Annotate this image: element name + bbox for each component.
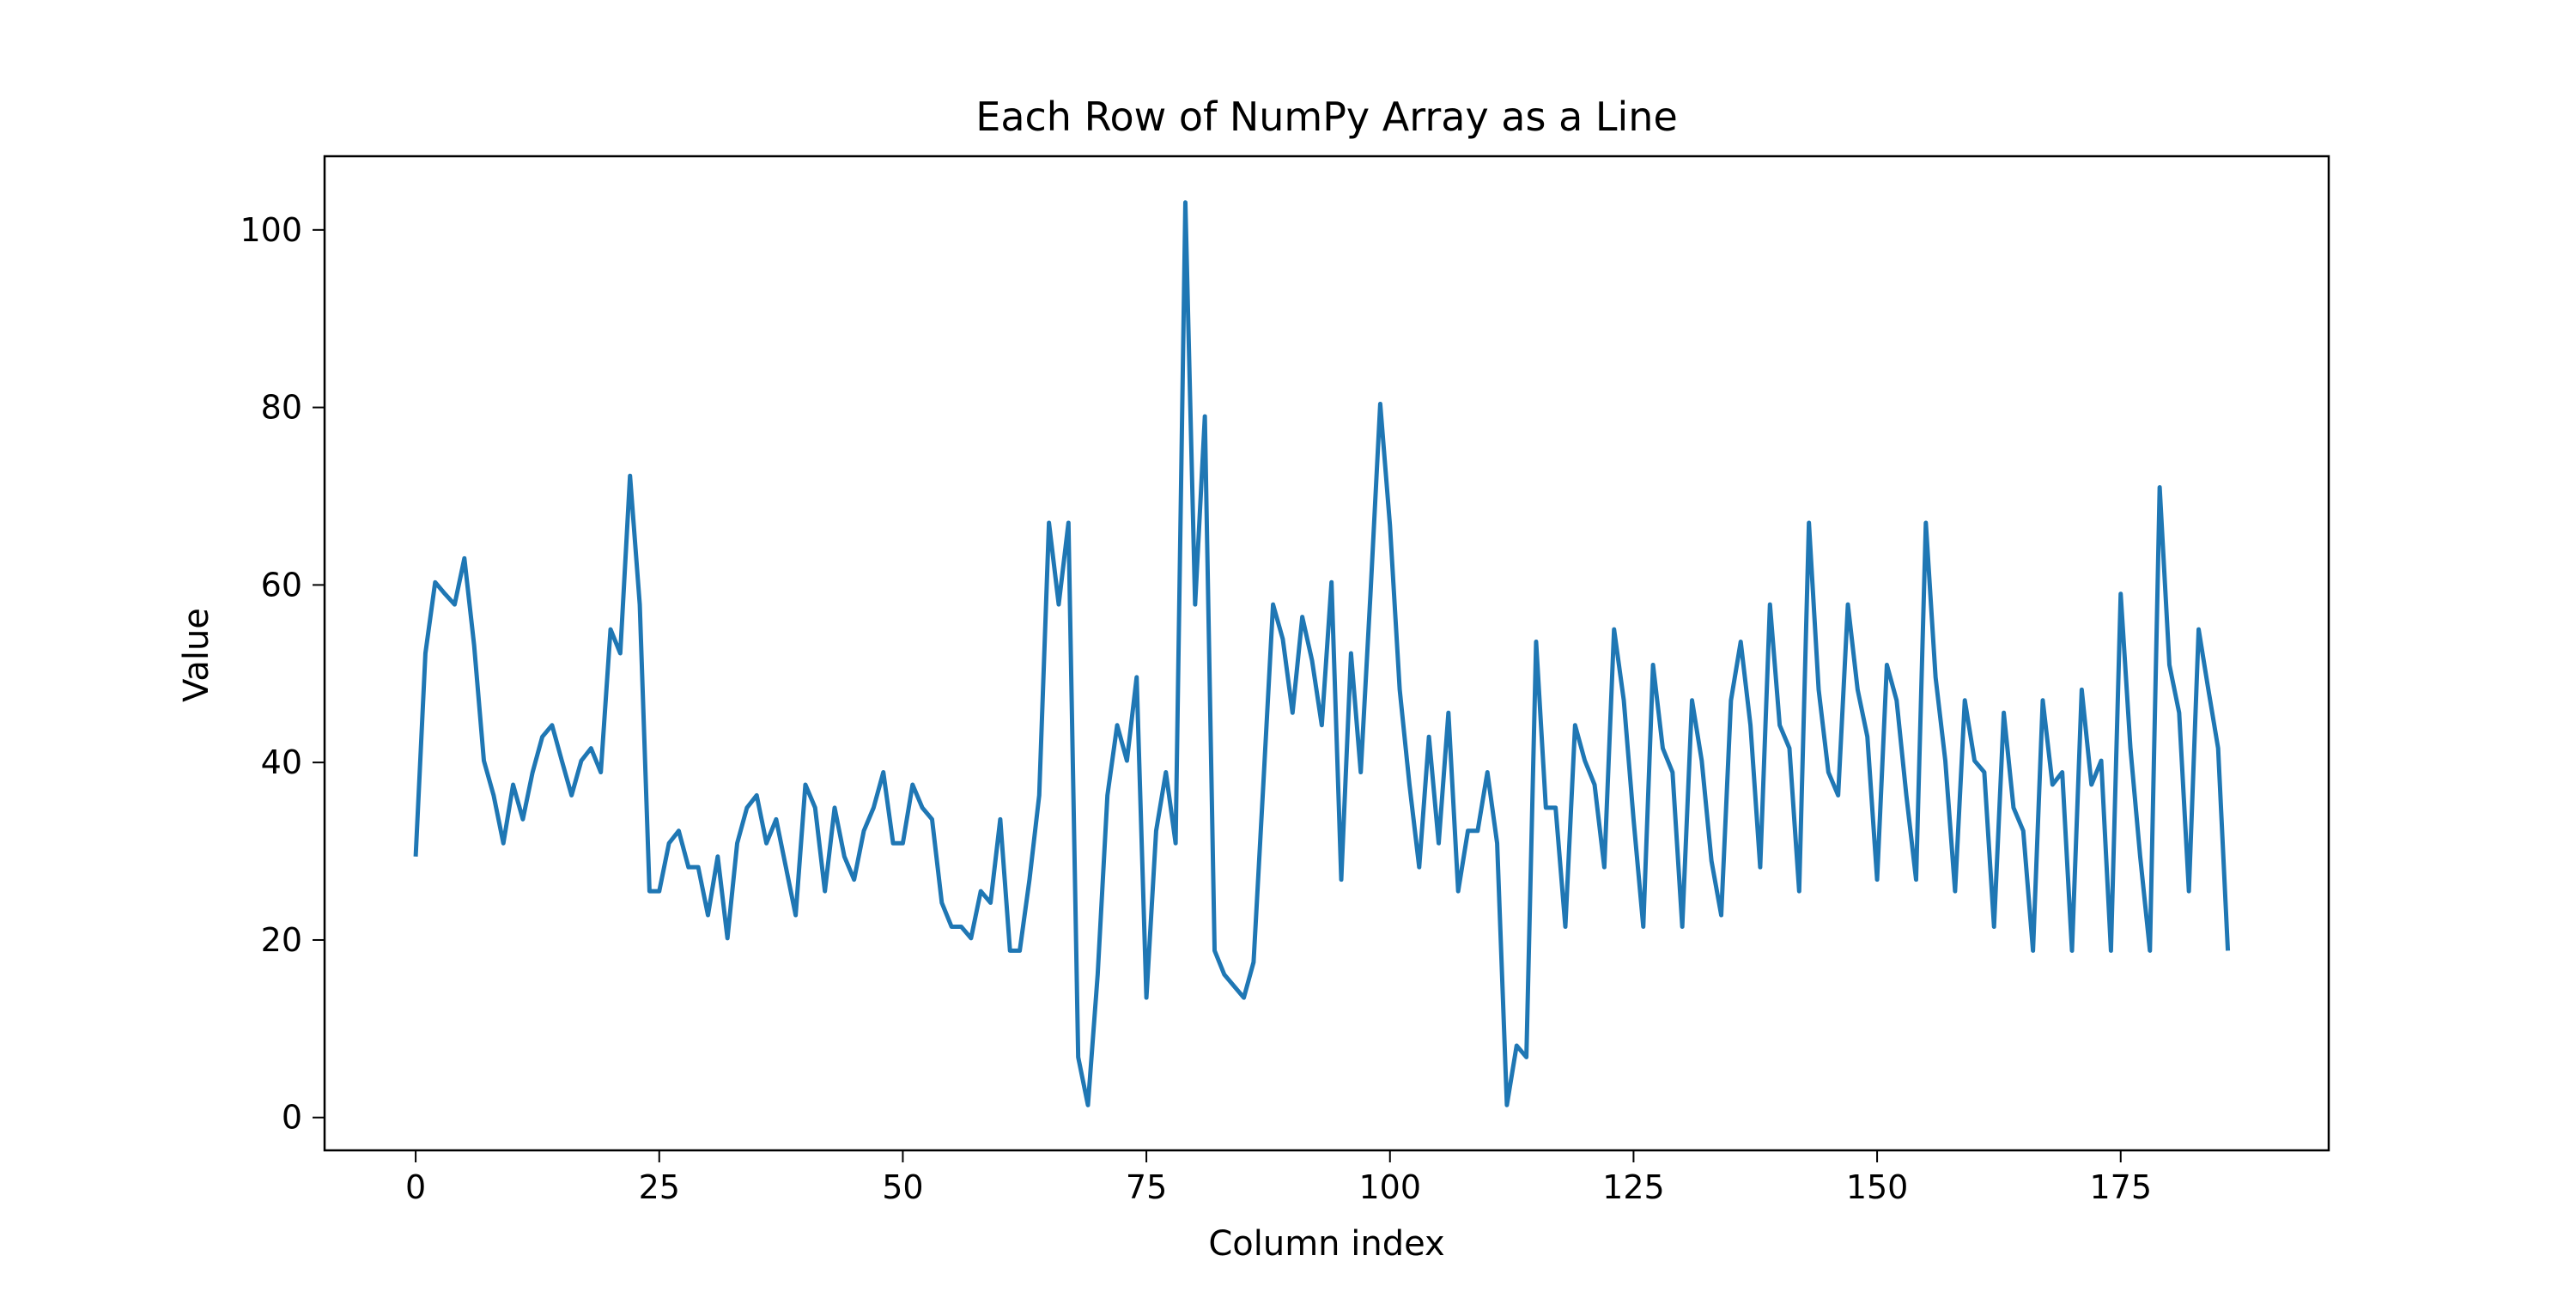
y-axis-label: Value — [177, 608, 216, 702]
x-tick-label: 125 — [1602, 1168, 1665, 1206]
y-tick-label: 100 — [240, 211, 302, 249]
x-tick-label: 175 — [2089, 1168, 2152, 1206]
y-tick-label: 80 — [261, 389, 302, 427]
x-tick-label: 25 — [639, 1168, 680, 1206]
x-axis-label: Column index — [1208, 1224, 1444, 1264]
axes-frame — [323, 155, 2330, 1152]
y-tick-label: 20 — [261, 921, 302, 959]
chart-title: Each Row of NumPy Array as a Line — [975, 94, 1678, 140]
x-tick-label: 100 — [1358, 1168, 1421, 1206]
plot-area — [413, 200, 2231, 1107]
x-tick-label: 50 — [882, 1168, 923, 1206]
y-tick-label: 60 — [261, 566, 302, 604]
x-axis-ticks: 0 25 50 75 100 125 150 175 — [405, 1150, 2152, 1206]
x-tick-label: 0 — [405, 1168, 426, 1206]
x-tick-label: 75 — [1126, 1168, 1167, 1206]
y-tick-label: 0 — [282, 1099, 302, 1137]
x-tick-label: 150 — [1846, 1168, 1909, 1206]
series-line-0 — [413, 200, 2231, 1107]
y-tick-label: 40 — [261, 743, 302, 781]
y-axis-ticks: 0 20 40 60 80 100 — [240, 211, 325, 1137]
